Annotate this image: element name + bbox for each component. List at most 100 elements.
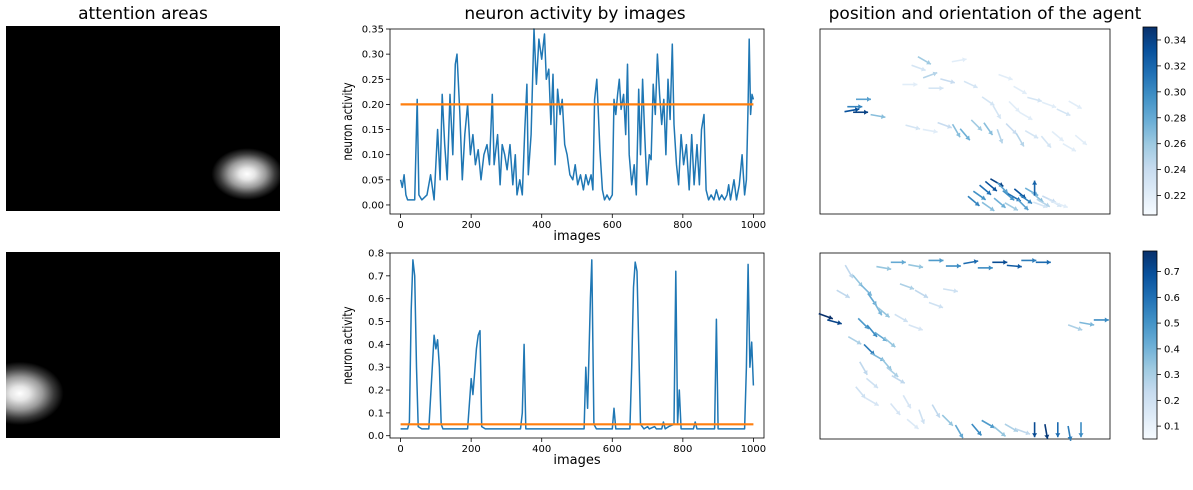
orientation-arrow	[1017, 198, 1029, 211]
arrow-head	[856, 340, 862, 345]
orientation-arrow	[1004, 202, 1019, 212]
attention-title: attention areas	[78, 4, 208, 24]
arrow-head	[938, 303, 944, 309]
orientation-arrow	[937, 121, 953, 129]
orientation-arrow	[844, 264, 854, 279]
arrow-head	[1037, 97, 1042, 103]
orientation-arrow	[856, 96, 871, 102]
orientation-arrow	[836, 289, 851, 299]
orientation-arrow	[1036, 198, 1051, 208]
arrow-head	[920, 419, 926, 424]
orientation-arrow	[959, 128, 971, 141]
x-tick-label: 200	[462, 220, 481, 231]
y-tick-label: 0.5	[368, 317, 384, 328]
orientation-arrow	[1068, 100, 1083, 110]
activity-chart-top: 0 200 400 600 800 1000 0.00 0.05 0.10 0.15 0.20 0.2…	[340, 25, 766, 245]
arrow-head	[873, 383, 878, 389]
orientation-arrow	[1051, 130, 1065, 142]
orientation-arrow	[1032, 422, 1038, 438]
orientation-arrow	[905, 124, 921, 131]
position-title: position and orientation of the agent	[828, 4, 1142, 24]
x-tick-label: 400	[532, 220, 551, 231]
orientation-arrow	[1041, 101, 1057, 109]
arrow-head	[1017, 263, 1022, 269]
position-chart-bottom: 0.1 0.2 0.3 0.4 0.5 0.6 0.7	[818, 250, 1180, 441]
arrow-head	[1032, 433, 1038, 438]
arrow-head	[933, 128, 938, 134]
orientation-arrow	[951, 57, 967, 63]
arrow-head	[1042, 203, 1048, 209]
orientation-arrow	[865, 397, 880, 407]
arrow-field	[818, 257, 1109, 441]
orientation-arrow	[883, 336, 896, 348]
arrow-head	[1046, 142, 1052, 148]
orientation-arrow	[992, 259, 1008, 265]
colorbar-tick-label: 0.24	[1164, 165, 1186, 176]
arrow-head	[980, 195, 986, 200]
orientation-arrow	[902, 82, 918, 87]
y-tick-label: 0.4	[368, 340, 384, 351]
arrow-head	[1077, 326, 1083, 331]
orientation-arrow	[877, 307, 891, 318]
y-axis-label: neuron activity	[340, 82, 355, 160]
orientation-arrow	[847, 104, 863, 110]
y-tick-label: 0.00	[362, 200, 384, 211]
orientation-arrow	[1093, 317, 1109, 323]
arrow-head	[901, 259, 906, 265]
arrow-head	[893, 372, 899, 377]
orientation-arrow	[931, 404, 941, 418]
position-frame	[819, 28, 1111, 215]
arrow-head	[976, 430, 982, 436]
arrow-head	[1025, 430, 1031, 436]
orientation-arrow	[967, 195, 980, 207]
arrow-head	[923, 293, 928, 298]
orientation-arrow	[1015, 133, 1025, 147]
orientation-arrow	[859, 361, 868, 376]
arrow-head	[867, 96, 871, 102]
orientation-arrow	[996, 128, 1004, 144]
arrow-head	[906, 403, 911, 409]
arrow-head	[921, 66, 926, 72]
colorbar-tick-label: 0.4	[1164, 344, 1180, 355]
x-tick-label: 400	[532, 444, 551, 455]
y-tick-label: 0.8	[368, 249, 384, 260]
orientation-arrow	[911, 64, 926, 72]
arrow-head	[1023, 205, 1029, 211]
colorbar-tick-label: 0.28	[1164, 113, 1186, 124]
orientation-arrow	[908, 324, 924, 331]
colorbar-tick-label: 0.1	[1164, 422, 1180, 433]
arrow-head	[950, 79, 955, 85]
orientation-arrow	[922, 71, 938, 79]
arrow-head	[1027, 199, 1033, 204]
arrow-head	[988, 265, 993, 271]
arrow-head	[909, 285, 915, 291]
attention-heatmap-top	[6, 26, 280, 211]
y-axis-label: neuron activity	[340, 306, 355, 384]
colorbar	[1142, 26, 1158, 216]
orientation-arrow	[1015, 428, 1031, 436]
orientation-arrow	[977, 265, 993, 271]
arrow-head	[1033, 134, 1039, 139]
orientation-arrow	[940, 78, 956, 85]
arrow-head	[953, 288, 958, 294]
arrow-head	[890, 342, 896, 348]
orientation-arrow	[855, 386, 867, 399]
x-tick-label: 1000	[741, 220, 766, 231]
orientation-arrow	[827, 319, 842, 326]
orientation-arrow	[1062, 142, 1077, 152]
arrow-head	[988, 130, 993, 136]
orientation-arrow	[993, 197, 1007, 209]
attention-heatmap-bottom	[6, 252, 280, 438]
arrow-head	[873, 401, 879, 406]
orientation-arrow	[979, 184, 992, 196]
colorbar-tick-label: 0.5	[1164, 319, 1180, 330]
y-tick-label: 0.1	[368, 408, 384, 419]
activity-series-line	[400, 259, 755, 430]
arrow-head	[1046, 259, 1051, 265]
arrow-head	[902, 317, 908, 323]
y-tick-label: 0.0	[368, 431, 384, 442]
y-tick-label: 0.15	[362, 125, 384, 136]
x-tick-label: 600	[603, 444, 622, 455]
orientation-arrow	[1055, 422, 1061, 438]
orientation-arrow	[1021, 257, 1037, 263]
